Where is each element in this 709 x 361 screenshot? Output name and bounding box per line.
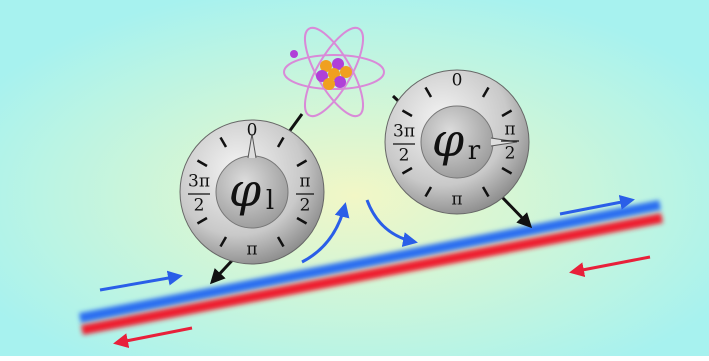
dial-left: 0 π 3π 2 π 2 φ l (180, 120, 324, 264)
dial-right-num: π (299, 172, 310, 192)
dial-symbol: φ (432, 113, 465, 167)
dial-right: 0 π 3π 2 π 2 φ r (385, 70, 529, 214)
dial-right-num: π (504, 120, 515, 140)
dial-left-num: 3π (188, 172, 210, 192)
illustration: 0 π 3π 2 π 2 φ l 0 π 3π 2 π 2 φ r (0, 0, 709, 356)
dial-top: 0 (247, 121, 258, 141)
background (0, 0, 709, 356)
dial-subscript: r (468, 136, 481, 166)
dial-bottom: π (246, 240, 257, 260)
dial-left-den: 2 (399, 146, 410, 166)
dial-bottom: π (451, 190, 462, 210)
dial-symbol: φ (229, 163, 262, 217)
dial-right-den: 2 (505, 144, 516, 164)
dial-subscript: l (266, 186, 274, 216)
dial-left-den: 2 (194, 196, 205, 216)
dial-right-den: 2 (300, 196, 311, 216)
dial-left-num: 3π (393, 122, 415, 142)
dial-top: 0 (452, 71, 463, 91)
